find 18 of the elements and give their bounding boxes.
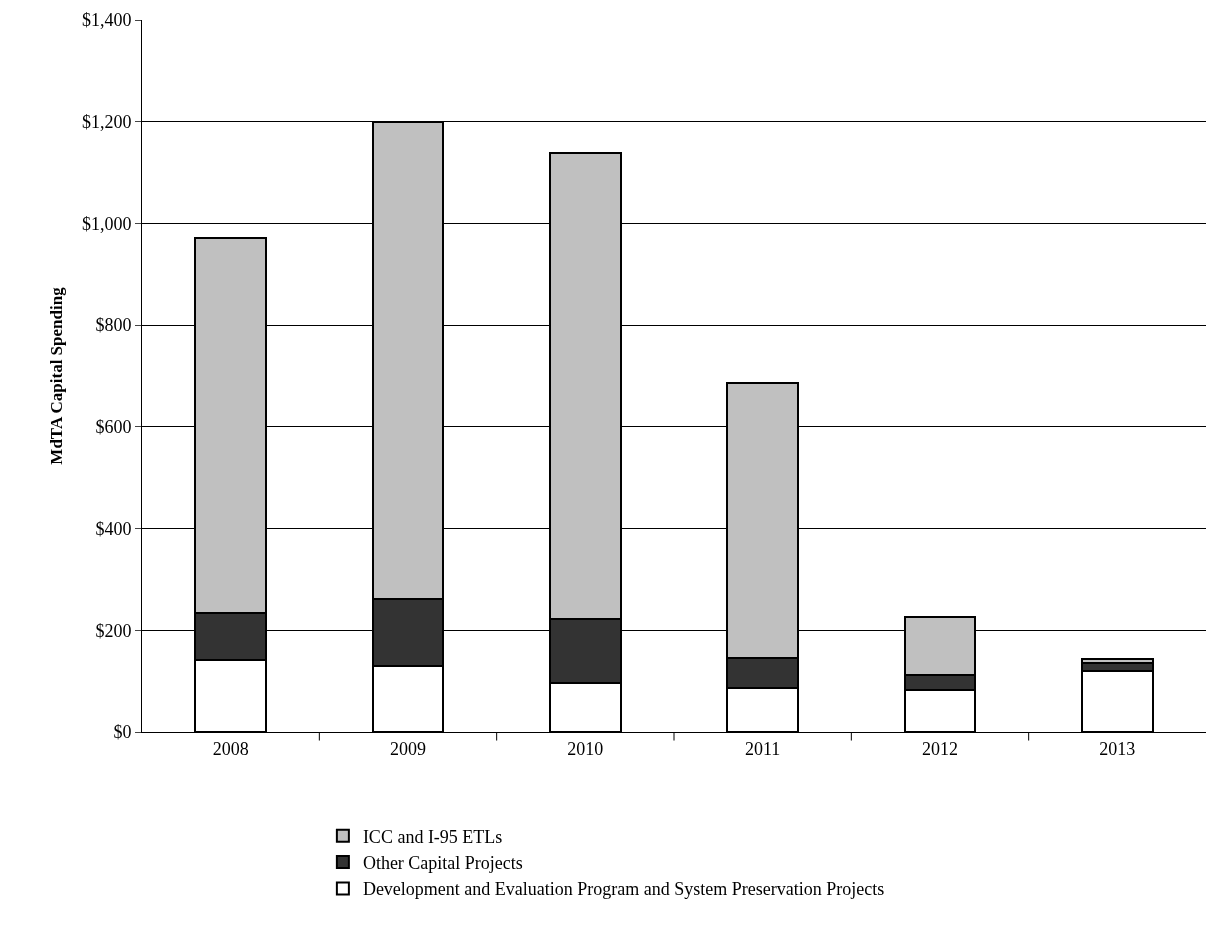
y-tick-label: $1,000 [81,213,132,234]
y-tick-label: $1,200 [81,112,132,133]
x-tick-label: 2009 [390,738,426,759]
x-tick-label: 2012 [922,738,958,759]
x-tick-label: 2011 [745,738,781,759]
x-tick-label: 2013 [1099,738,1136,759]
y-tick-label: $400 [95,518,132,539]
y-axis-title: MdTA Capital Spending [47,286,67,465]
x-tick-label: 2010 [567,738,604,759]
y-tick-label: $1,400 [81,10,132,31]
y-tick-label: $600 [95,417,132,438]
y-tick-label: $200 [95,620,132,641]
legend-label: Other Capital Projects [362,853,523,874]
x-tick-label: 2008 [212,738,249,759]
legend-label: Development and Evaluation Program and System Preservation Projects [362,879,885,900]
y-tick-label: $0 [113,722,132,743]
y-tick-label: $800 [95,315,132,336]
legend-label: ICC and I-95 ETLs [362,826,503,847]
